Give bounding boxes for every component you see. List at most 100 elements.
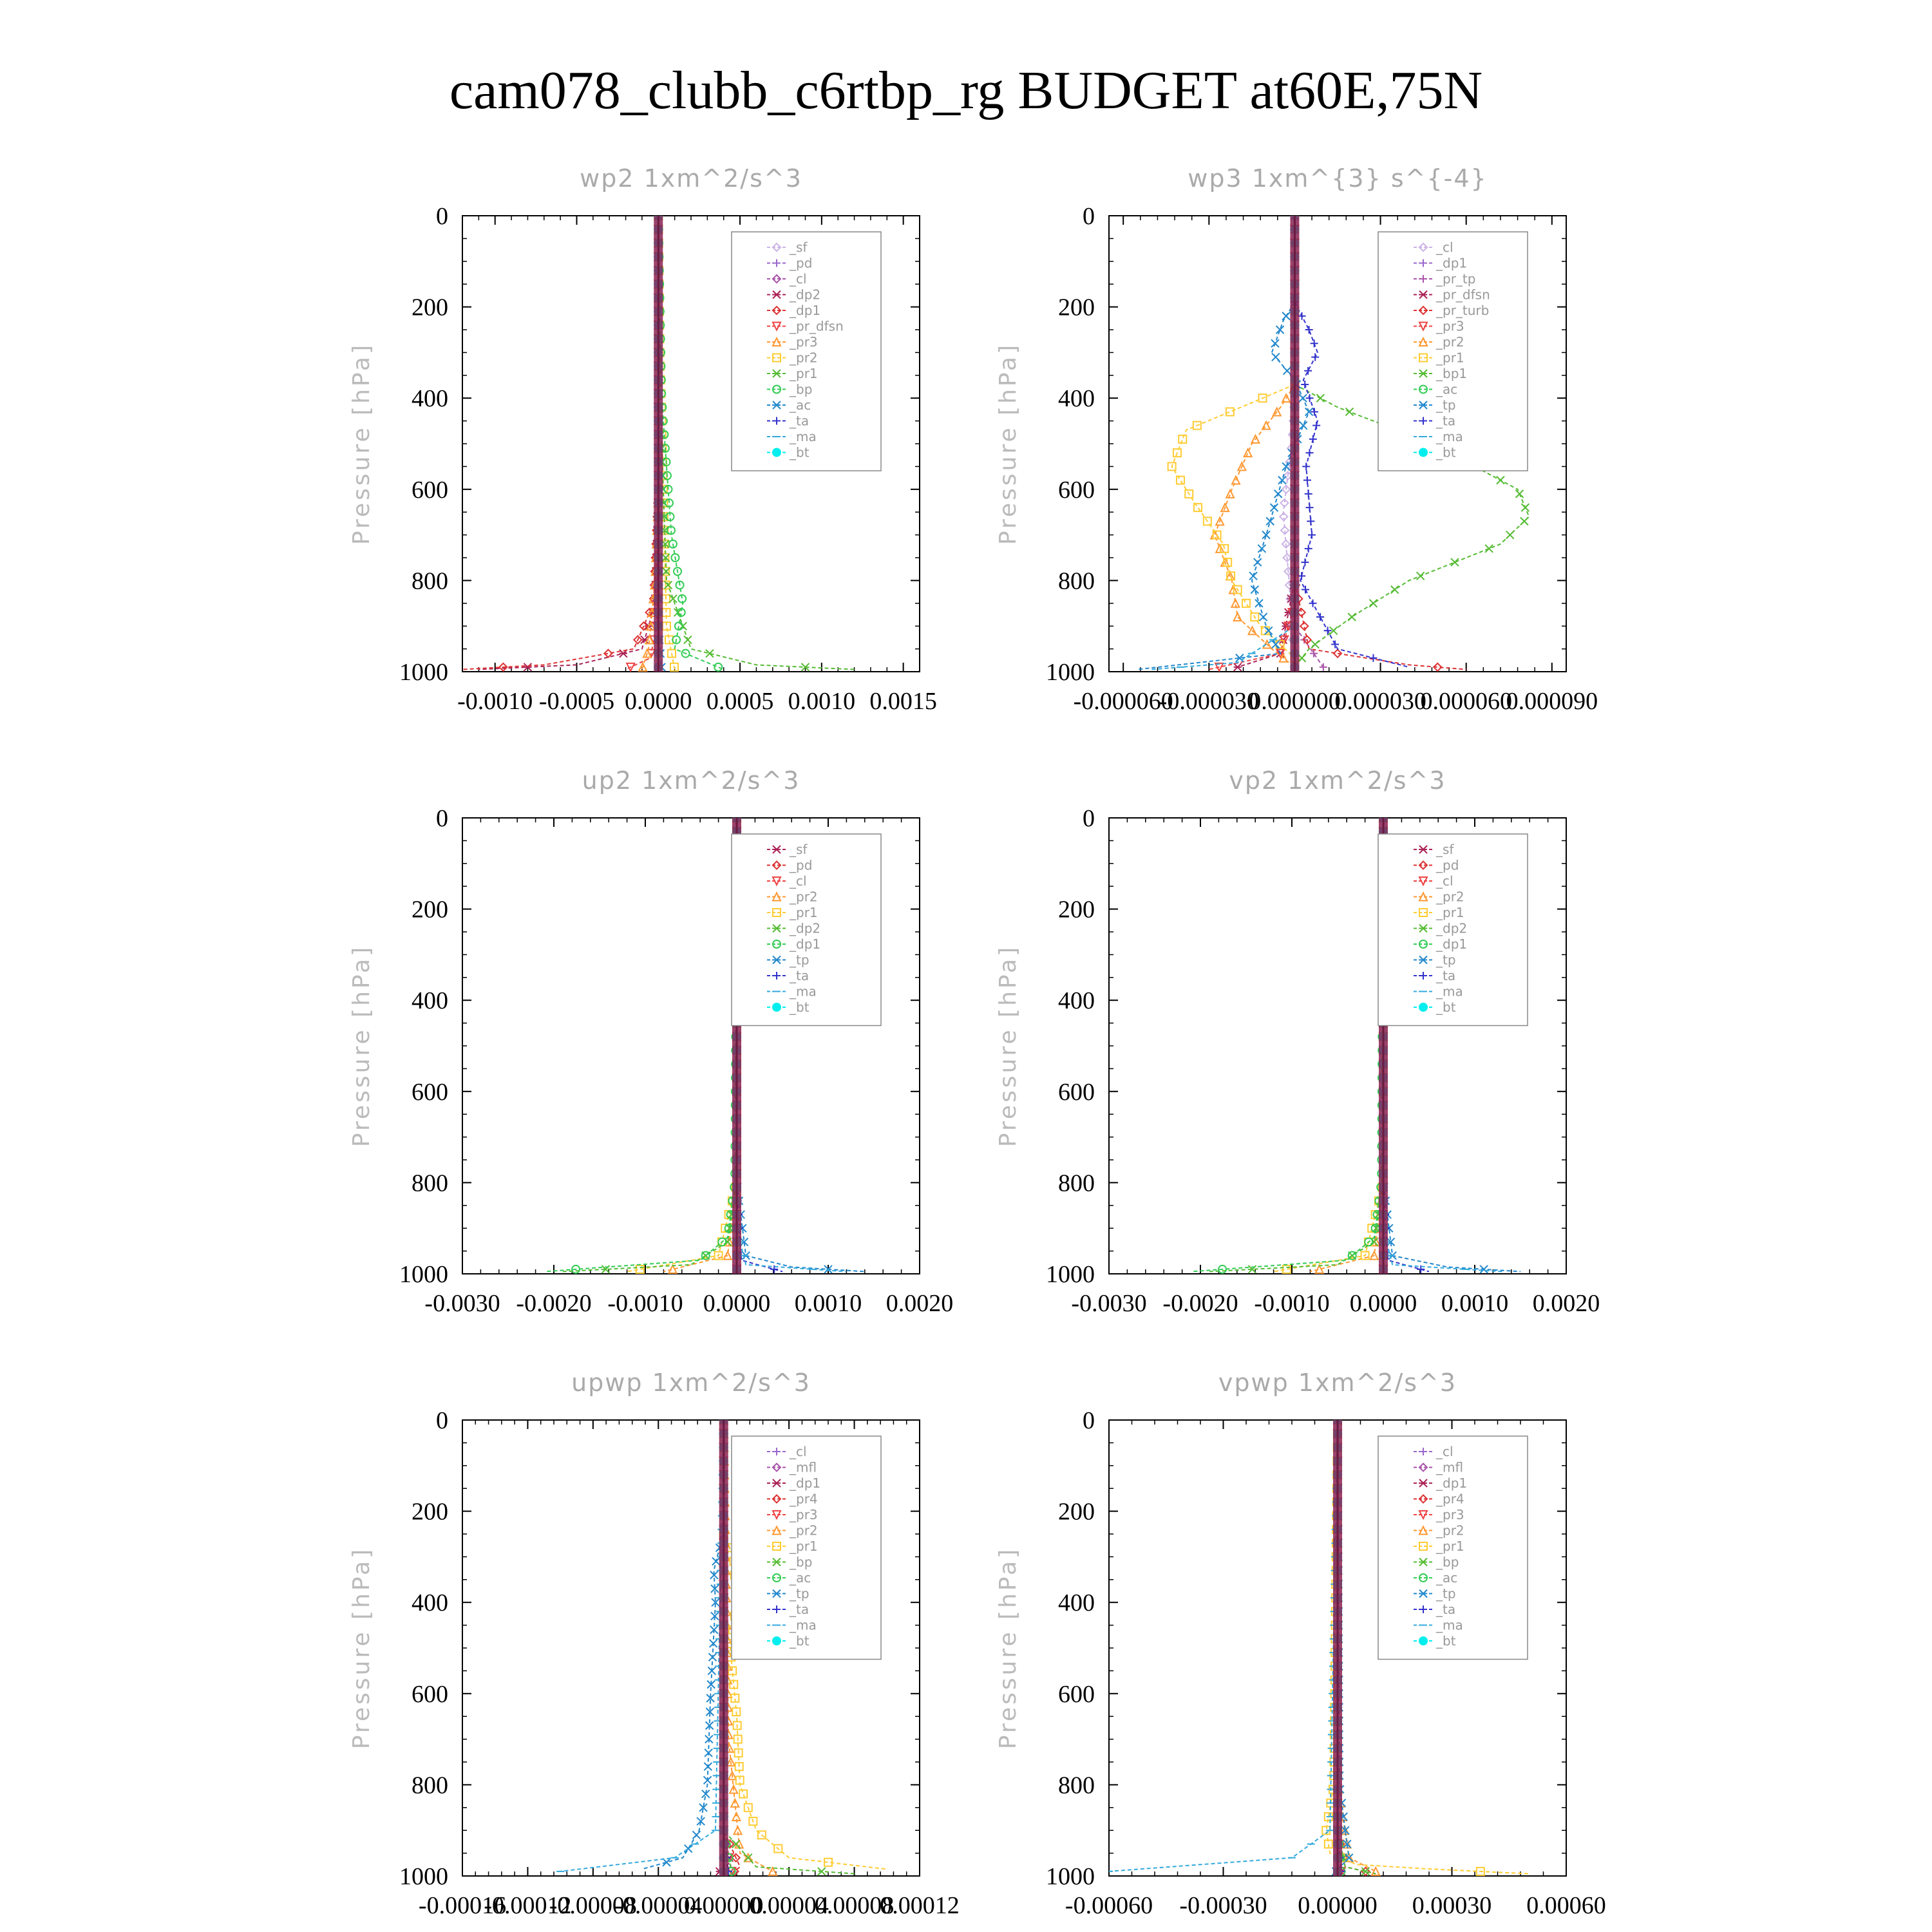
series-marker — [800, 663, 810, 672]
legend-entry-pr3: _pr3 — [767, 1507, 818, 1522]
legend-entry-pr2: _pr2 — [767, 350, 818, 366]
legend-box — [731, 231, 882, 471]
series-marker — [1329, 626, 1338, 635]
series-line — [736, 818, 847, 1273]
series-marker — [661, 553, 670, 562]
y-tick-label: 600 — [1058, 1681, 1095, 1708]
series-marker — [734, 1748, 743, 1757]
legend-entry-tp: _tp — [767, 1586, 810, 1602]
legend-label: _pr1 — [789, 1539, 818, 1554]
series-marker — [1475, 1866, 1485, 1876]
legend-marker — [1419, 908, 1428, 917]
series-marker — [639, 621, 649, 631]
y-tick-label: 0 — [436, 805, 448, 832]
series-marker — [1280, 498, 1289, 508]
legend-label: _sf — [1435, 842, 1454, 857]
x-tick-label: 0.0005 — [706, 688, 774, 715]
x-tick-label: -0.0010 — [457, 688, 533, 715]
legend-label: _bt — [1435, 1633, 1456, 1649]
legend-entry-pr1: _pr1 — [767, 905, 818, 920]
legend-entry-bt: _bt — [1414, 1633, 1456, 1649]
y-tick-label: 400 — [1058, 385, 1095, 412]
series-line — [1191, 818, 1384, 1273]
legend-entry-ma: _ma — [767, 1618, 817, 1633]
legend-label: _dp1 — [1435, 936, 1467, 952]
legend-entry-pr4: _pr4 — [1414, 1492, 1464, 1507]
legend-label: _pr1 — [1435, 905, 1464, 920]
legend-entry-pd: _pd — [767, 858, 812, 873]
series-marker — [727, 1770, 737, 1781]
series-marker — [707, 1666, 717, 1676]
series-ma — [1151, 216, 1299, 670]
series-marker — [1332, 649, 1343, 659]
series-marker — [1304, 366, 1312, 375]
legend-marker — [1418, 1510, 1428, 1520]
series-line — [462, 216, 659, 670]
series-marker — [1297, 654, 1307, 663]
series-marker — [1347, 612, 1356, 621]
panel-title: vp2 1xm^2/s^3 — [1229, 766, 1446, 795]
y-tick-label: 200 — [1058, 1499, 1095, 1526]
series-marker — [748, 1817, 758, 1826]
series-pr1 — [627, 818, 741, 1274]
legend-marker — [772, 401, 781, 410]
x-tick-label: 0.0020 — [1533, 1290, 1600, 1317]
legend-marker — [1419, 1479, 1428, 1488]
y-tick-label: 0 — [436, 1407, 448, 1434]
series-marker — [1314, 1264, 1325, 1274]
series-marker — [672, 635, 681, 645]
y-tick-label: 800 — [1058, 1170, 1095, 1197]
legend-marker — [772, 1557, 781, 1567]
series-marker — [1340, 1824, 1350, 1835]
legend-entry-pr4: _pr4 — [767, 1492, 818, 1507]
series-marker — [1231, 475, 1241, 485]
legend-label: _pr2 — [789, 889, 818, 905]
y-tick-label: 1000 — [1046, 659, 1095, 686]
series-dp2 — [1209, 818, 1388, 1274]
series-marker — [1281, 539, 1291, 549]
series-marker — [714, 662, 723, 672]
series-line — [1109, 1420, 1338, 1872]
series-marker — [1184, 489, 1194, 498]
series-marker — [1280, 526, 1290, 535]
panel-vpwp: vpwp 1xm^2/s^3 Pressure [hPa] 0 200 400 600 80… — [995, 1368, 1606, 1919]
legend-label: _dp1 — [789, 303, 820, 318]
legend-marker — [1418, 321, 1428, 332]
x-tick-label: -0.000030 — [1159, 688, 1259, 715]
series-marker — [1496, 475, 1505, 485]
y-tick-label: 0 — [1083, 805, 1095, 832]
series-line — [1294, 302, 1410, 668]
series-marker — [1193, 503, 1203, 513]
series-marker — [1220, 544, 1229, 553]
legend-label: _dp1 — [789, 1475, 820, 1491]
series-pr1 — [1273, 818, 1388, 1274]
x-tick-label: -0.0010 — [607, 1290, 683, 1317]
y-tick-label: 800 — [1058, 1772, 1095, 1799]
y-tick-label: 600 — [1058, 477, 1095, 504]
legend-entry-bt: _bt — [767, 445, 810, 460]
series-dp2 — [478, 216, 663, 672]
series-marker — [1247, 625, 1258, 636]
legend-marker — [1419, 1003, 1428, 1012]
legend-entry-ma: _ma — [1414, 429, 1463, 444]
series-marker — [705, 649, 714, 658]
series-marker — [684, 1844, 693, 1853]
legend-entry-tp: _tp — [1414, 1586, 1456, 1602]
legend-label: _pr3 — [1435, 1507, 1464, 1522]
legend-entry-ma: _ma — [1414, 984, 1463, 999]
series-marker — [1271, 639, 1280, 649]
legend-marker — [773, 417, 781, 425]
series-marker — [1172, 448, 1182, 458]
series-marker — [1302, 635, 1312, 645]
legend-entry-pr-dfsn: _pr_dfsn — [767, 319, 844, 334]
legend-entry-ma: _ma — [767, 984, 817, 999]
legend-entry-bt: _bt — [1414, 999, 1456, 1015]
legend-marker — [772, 908, 781, 917]
series-marker — [1299, 421, 1308, 430]
series-marker — [1281, 392, 1291, 403]
legend-label: _ma — [789, 1618, 817, 1633]
series-line — [663, 818, 737, 1273]
series-marker — [1215, 516, 1225, 526]
legend-label: _ta — [1435, 413, 1455, 429]
panel-title: wp2 1xm^2/s^3 — [580, 164, 802, 193]
